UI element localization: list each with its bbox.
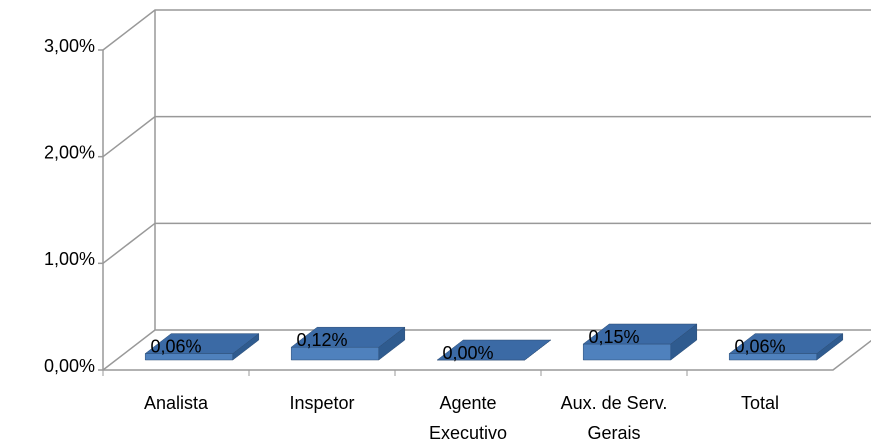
- x-tick-label: Agente Executivo: [428, 393, 508, 443]
- value-label: 0,06%: [734, 336, 785, 356]
- bar-top: [728, 333, 844, 354]
- bar: [582, 323, 698, 361]
- bar: [144, 333, 260, 361]
- grid-line: [102, 115, 871, 158]
- y-tick-label: 3,00%: [44, 36, 95, 56]
- value-label: 0,06%: [150, 336, 201, 356]
- grid-line: [102, 222, 871, 264]
- x-tick-label: Aux. de Serv. Gerais: [560, 393, 668, 443]
- bar-top: [290, 326, 406, 348]
- y-tick-label: 1,00%: [44, 249, 95, 269]
- bar-top: [582, 323, 698, 345]
- bar: [728, 333, 844, 361]
- x-tick-label: Total: [740, 393, 780, 413]
- bar-top: [436, 339, 552, 361]
- floor-line: [103, 339, 871, 371]
- x-tick-label: Inspetor: [289, 393, 355, 413]
- bar-top: [144, 333, 260, 354]
- value-label: 0,00%: [442, 343, 493, 363]
- bar: [436, 339, 552, 361]
- grid-line: [102, 9, 871, 51]
- y-tick-label: 2,00%: [44, 142, 95, 162]
- bar: [290, 326, 406, 361]
- value-label: 0,12%: [296, 330, 347, 350]
- x-tick-label: Analista: [143, 393, 209, 413]
- value-label: 0,15%: [588, 327, 639, 347]
- y-tick-label: 0,00%: [44, 356, 95, 376]
